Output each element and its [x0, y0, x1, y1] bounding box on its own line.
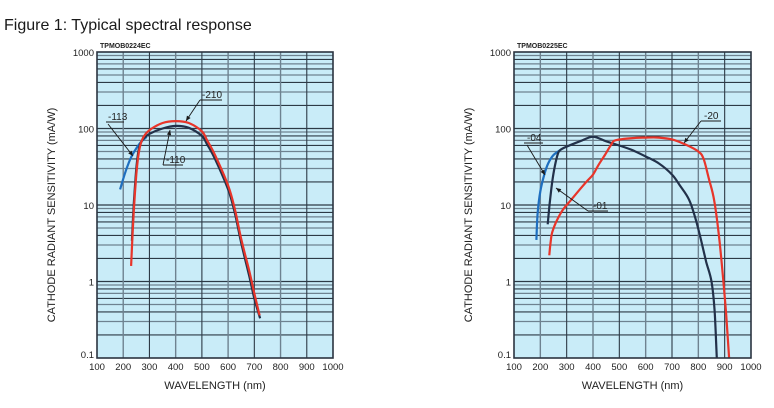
callout-arrow [107, 123, 134, 157]
x-tick-label: 900 [299, 362, 315, 373]
x-tick-label: 800 [273, 362, 289, 373]
x-tick-label: 800 [690, 362, 706, 373]
chart-right: -04-01-20 100 200 300 400 500 600 700 800 900 100… [463, 43, 762, 392]
x-tick-label: 700 [246, 362, 262, 373]
chart-left: -113 -110 -210 100 200 300 400 500 600 700 800 900… [46, 43, 344, 392]
x-tick-label: 500 [194, 362, 210, 373]
callouts-left: -113 -110 -210 [106, 90, 222, 166]
callout-label: -04 [527, 133, 542, 144]
y-tick-label: 100 [78, 125, 94, 136]
x-tick-label: 1000 [322, 362, 343, 373]
x-tick-label: 500 [611, 362, 627, 373]
callout-label: -01 [593, 201, 608, 212]
x-tick-label: 100 [89, 362, 105, 373]
y-tick-label: 100 [495, 125, 511, 136]
callout-arrowhead [186, 115, 191, 121]
callout-label: -110 [166, 155, 186, 166]
x-axis-label-right: WAVELENGTH (nm) [582, 380, 683, 392]
y-tick-label: 1000 [73, 48, 94, 59]
y-tick-label: 10 [500, 201, 511, 212]
x-tick-label: 400 [585, 362, 601, 373]
chart-code-left: TPMOB0224EC [100, 43, 151, 50]
callout-label: -20 [704, 111, 719, 122]
x-tick-label: 300 [142, 362, 158, 373]
plot-frame-right [513, 51, 752, 359]
x-tick-label: 400 [168, 362, 184, 373]
x-tick-label: 200 [532, 362, 548, 373]
x-tick-label: 600 [638, 362, 654, 373]
y-tick-label: 1 [89, 278, 94, 289]
series-left [119, 120, 262, 319]
x-tick-label: 100 [506, 362, 522, 373]
series-line-n20 [548, 136, 731, 359]
x-tick-label: 300 [559, 362, 575, 373]
callout-arrow [555, 187, 589, 212]
y-tick-label: 1000 [490, 48, 511, 59]
y-axis-label-right: CATHODE RADIANT SENSITIVITY (mA/W) [463, 108, 475, 323]
x-tick-label: 900 [717, 362, 733, 373]
callout-arrowhead [540, 169, 545, 175]
callout-arrowhead [684, 137, 689, 143]
callout-arrowhead [128, 150, 133, 156]
x-tick-label: 700 [664, 362, 680, 373]
x-tick-label: 200 [115, 362, 131, 373]
callout-arrow [526, 144, 546, 176]
series-line-n210 [130, 120, 261, 316]
callouts-right: -04 -01 -20 [524, 111, 721, 212]
y-tick-label: 0.1 [498, 350, 511, 361]
series-line-n01 [546, 135, 718, 359]
callout-arrowhead [556, 188, 562, 193]
x-axis-label-left: WAVELENGTH (nm) [164, 380, 265, 392]
y-tick-label: 10 [83, 201, 94, 212]
y-ticks-right: 0.1 1 10 100 1000 [490, 48, 511, 361]
y-axis-label-left: CATHODE RADIANT SENSITIVITY (mA/W) [46, 108, 58, 323]
figure-title: Figure 1: Typical spectral response [4, 17, 252, 34]
callout-arrowhead [166, 130, 172, 136]
x-tick-label: 1000 [740, 362, 761, 373]
x-ticks-right: 100 200 300 400 500 600 700 800 900 1000 [506, 362, 762, 373]
y-ticks-left: 0.1 1 10 100 1000 [73, 48, 94, 361]
y-tick-label: 1 [506, 278, 511, 289]
callout-label: -210 [202, 90, 222, 101]
callout-label: -113 [108, 112, 128, 123]
y-tick-label: 0.1 [81, 350, 94, 361]
x-tick-label: 600 [220, 362, 236, 373]
x-ticks-left: 100 200 300 400 500 600 700 800 900 1000 [89, 362, 344, 373]
callout-arrow [162, 129, 171, 166]
plot-frame-left [96, 51, 334, 359]
chart-code-right: TPMOB0225EC [517, 43, 568, 50]
